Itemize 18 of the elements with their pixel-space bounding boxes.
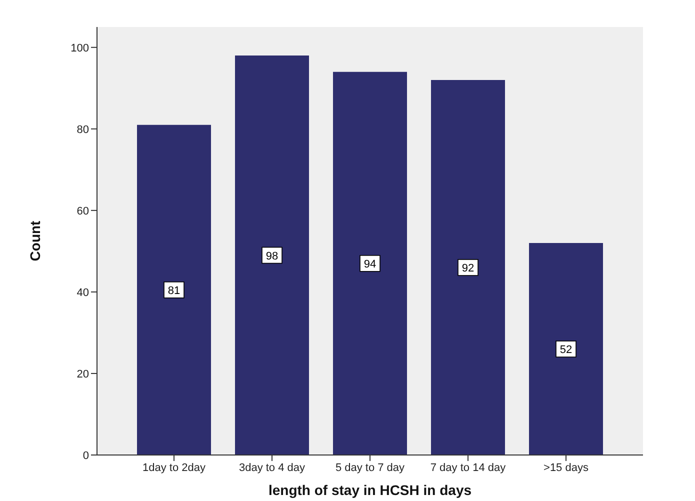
data-label: 92 — [462, 262, 474, 274]
y-tick-label: 40 — [76, 286, 89, 299]
data-label: 52 — [560, 344, 572, 356]
x-tick-label: 7 day to 14 day — [430, 462, 506, 474]
x-axis-title: length of stay in HCSH in days — [268, 482, 472, 498]
x-tick-label: 3day to 4 day — [238, 462, 306, 474]
y-tick-label: 0 — [82, 450, 89, 462]
y-axis-title: Count — [26, 220, 43, 262]
data-label: 94 — [364, 258, 376, 270]
y-tick-label: 80 — [76, 124, 89, 136]
x-tick-label: >15 days — [544, 462, 589, 474]
x-tick-label: 5 day to 7 day — [335, 462, 406, 474]
x-tick-label: 1day to 2day — [142, 462, 206, 474]
data-label: 98 — [266, 250, 278, 262]
y-tick-label: 100 — [70, 42, 89, 54]
y-tick-label: 60 — [76, 205, 89, 218]
data-label: 81 — [168, 284, 180, 297]
y-tick-label: 20 — [76, 368, 89, 380]
